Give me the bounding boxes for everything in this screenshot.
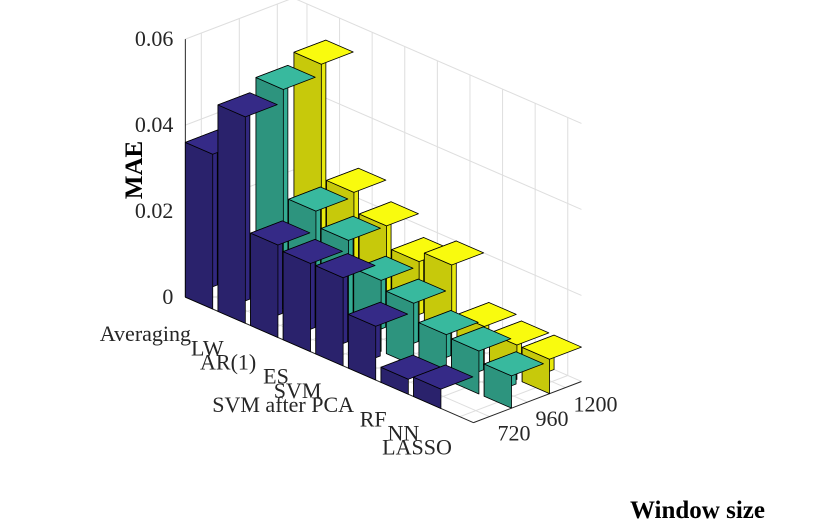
bar-face-top: [255, 64, 316, 90]
bar-face-top: [385, 278, 447, 304]
bar-face-front: [250, 232, 279, 338]
x-tick-label: AR(1): [200, 349, 256, 374]
bar-face-front: [385, 290, 415, 366]
z-tick-label: 0.04: [135, 112, 174, 137]
bar-face-front: [315, 265, 344, 367]
x-tick-label: NN: [387, 420, 419, 445]
bar-face-top: [250, 220, 311, 246]
bar-face-top: [418, 310, 479, 336]
x-tick-label: LASSO: [382, 435, 452, 460]
bar: [418, 310, 479, 381]
bar: [483, 351, 544, 409]
x-tick-label: Averaging: [100, 321, 191, 346]
y-tick-label: 1200: [573, 392, 617, 417]
bar-face-top: [293, 39, 354, 65]
y-tick-label: 960: [535, 406, 568, 431]
bar-face-top: [326, 167, 387, 193]
bar-face-top: [288, 186, 349, 212]
y-tick-label: 720: [497, 421, 530, 446]
bar-face-top: [347, 301, 409, 327]
z-tick-label: 0: [162, 284, 173, 309]
y-axis-line: [473, 381, 582, 424]
bar: [282, 238, 343, 353]
bar-face-top: [423, 240, 485, 266]
floor-grid-line: [201, 290, 490, 418]
z-axis-title: MAE: [121, 141, 148, 199]
bar-face-front: [282, 251, 311, 353]
x-tick-label: ES: [263, 364, 289, 389]
bar: [217, 92, 278, 324]
x-tick-label: RF: [360, 406, 387, 431]
bar-face-top: [320, 215, 381, 241]
x-tick-label: LW: [191, 335, 224, 360]
bar-face-top: [483, 351, 544, 377]
bar: [347, 301, 409, 381]
bar-face-front: [184, 141, 214, 310]
y-axis-title: Window size: [630, 497, 765, 520]
bar-face-top: [451, 326, 512, 352]
bar-face-front: [217, 104, 246, 324]
bar-face-top: [353, 255, 414, 281]
bars: [184, 39, 582, 409]
bar-face-top: [217, 92, 278, 118]
bar-face-top: [282, 238, 343, 264]
z-tick-label: 0.02: [135, 198, 174, 223]
bar-face-top: [413, 364, 474, 390]
bar-face-top: [315, 253, 376, 279]
bar: [250, 220, 311, 338]
bar: [315, 253, 376, 367]
bar-face-top: [521, 334, 582, 360]
bar-face-top: [358, 201, 419, 227]
bar: [451, 326, 512, 395]
z-tick-label: 0.06: [135, 26, 174, 51]
bar: [413, 364, 474, 409]
x-tick-label: SVM: [274, 378, 322, 403]
bar: [380, 354, 441, 395]
bar: [521, 334, 582, 395]
x-tick-label: SVM after PCA: [212, 392, 354, 417]
